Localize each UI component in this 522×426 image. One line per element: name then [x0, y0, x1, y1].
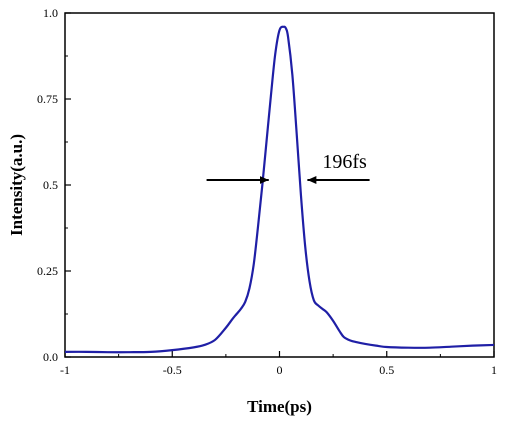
x-tick-label: -0.5 — [163, 363, 182, 377]
x-tick-label: 0.5 — [379, 363, 394, 377]
y-tick-label: 1.0 — [43, 6, 58, 20]
y-tick-label: 0.25 — [37, 264, 58, 278]
fwhm-annotation: 196fs — [322, 151, 367, 173]
tick-labels-group: -1 -0.5 0 0.5 1 0.0 0.25 0.5 0.75 1.0 — [37, 6, 497, 377]
x-tick-label: 0 — [277, 363, 283, 377]
x-tick-label: 1 — [491, 363, 497, 377]
x-tick-label: -1 — [60, 363, 70, 377]
x-axis-title: Time(ps) — [247, 397, 312, 416]
y-tick-label: 0.75 — [37, 92, 58, 106]
intensity-line — [64, 25, 495, 354]
y-tick-label: 0.5 — [43, 178, 58, 192]
plot-frame — [64, 12, 495, 358]
y-tick-label: 0.0 — [43, 350, 58, 364]
y-axis-title: Intensity(a.u.) — [7, 134, 26, 236]
ticks-group — [64, 12, 495, 358]
